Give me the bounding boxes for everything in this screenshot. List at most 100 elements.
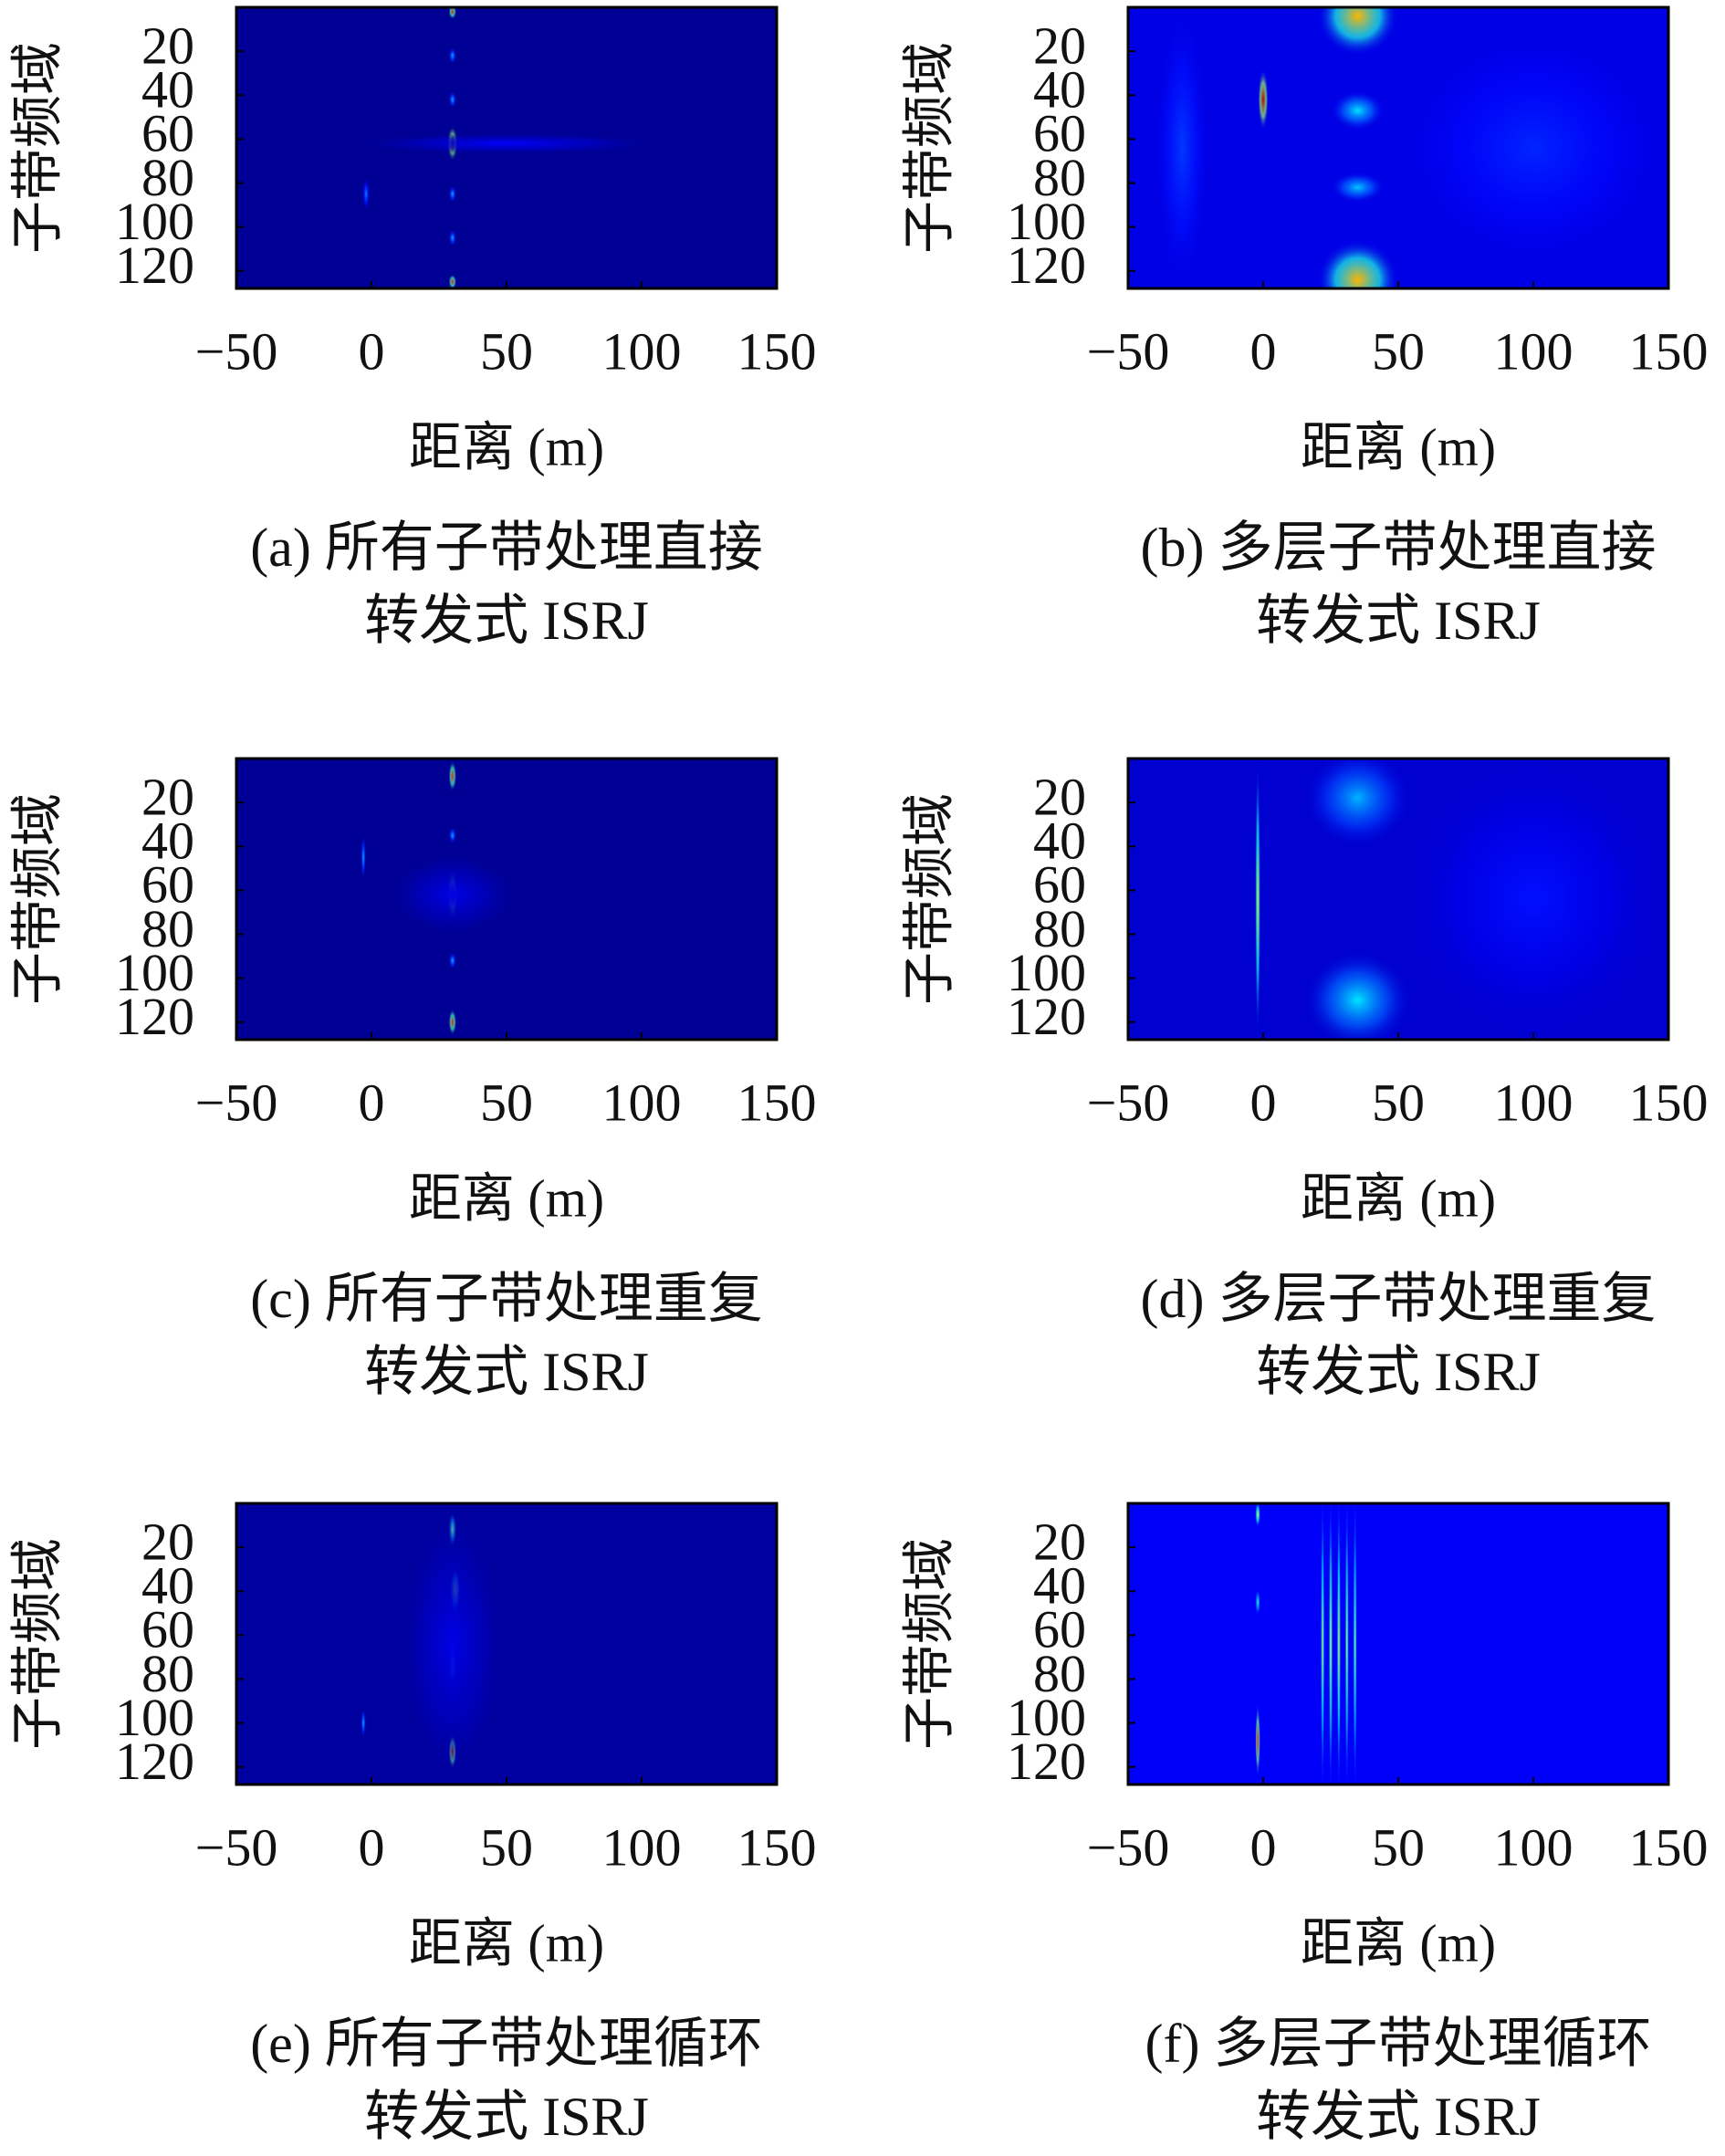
- heatmap-spot: [384, 851, 520, 939]
- heatmap-spot: [361, 832, 367, 882]
- heatmap-spot: [1320, 1503, 1325, 1784]
- heatmap: [1155, 7, 1668, 288]
- heatmap-spot: [448, 1009, 457, 1036]
- y-axis-label: 子带频域: [899, 1538, 958, 1750]
- x-tick-label: 50: [1372, 321, 1425, 381]
- y-tick-label: 120: [1007, 987, 1086, 1046]
- heatmap-spot: [1331, 90, 1385, 131]
- x-tick-label: −50: [1087, 1073, 1170, 1132]
- x-tick-label: 150: [1629, 1817, 1709, 1877]
- x-tick-label: −50: [1087, 321, 1170, 381]
- x-tick-label: −50: [1087, 1817, 1170, 1877]
- heatmap-spot: [344, 132, 669, 155]
- x-tick-label: 150: [737, 1817, 817, 1877]
- caption: (e) 所有子带处理循环: [250, 2014, 763, 2074]
- heatmap-spot: [1328, 1503, 1333, 1784]
- x-tick-label: 100: [602, 1073, 682, 1132]
- caption: (d) 多层子带处理重复: [1141, 1269, 1657, 1329]
- caption: 转发式 ISRJ: [364, 591, 649, 651]
- y-tick-label: 20: [1033, 767, 1086, 826]
- heatmap-spot: [1155, 7, 1209, 288]
- y-axis-label: 子带频域: [899, 42, 958, 254]
- y-tick-label: 100: [115, 943, 194, 1002]
- heatmap: [1255, 759, 1668, 1040]
- x-tick-label: −50: [195, 1073, 278, 1132]
- heatmap-spot: [1303, 950, 1412, 1040]
- y-tick-label: 80: [1033, 148, 1086, 207]
- y-tick-label: 60: [141, 855, 194, 915]
- heatmap-spot: [448, 90, 457, 109]
- y-axis-label: 子带频域: [7, 793, 67, 1005]
- x-tick-label: 100: [1494, 321, 1573, 381]
- x-tick-label: 50: [480, 321, 533, 381]
- x-axis-label: 距离 (m): [409, 1913, 604, 1973]
- caption: 转发式 ISRJ: [364, 1342, 649, 1402]
- y-tick-label: 20: [141, 767, 194, 826]
- heatmap-spot: [448, 7, 457, 20]
- y-tick-label: 60: [141, 1600, 194, 1659]
- x-tick-label: 0: [1250, 1073, 1277, 1132]
- x-tick-label: 50: [480, 1073, 533, 1132]
- y-tick-label: 80: [141, 1644, 194, 1703]
- heatmap-spot: [1255, 1503, 1261, 1528]
- x-tick-label: 150: [737, 321, 817, 381]
- x-axis-label: 距离 (m): [1301, 1913, 1496, 1973]
- heatmap-spot: [1344, 1503, 1349, 1784]
- y-tick-label: 100: [115, 1688, 194, 1747]
- x-tick-label: 150: [1629, 1073, 1709, 1132]
- heatmap-spot: [448, 229, 457, 247]
- heatmap-spot: [1258, 68, 1269, 131]
- y-axis-label: 子带频域: [7, 42, 67, 254]
- heatmap-spot: [1398, 26, 1668, 269]
- y-tick-label: 40: [141, 60, 194, 120]
- x-tick-label: 0: [1250, 321, 1277, 381]
- y-tick-label: 120: [1007, 235, 1086, 295]
- x-tick-label: 50: [1372, 1817, 1425, 1877]
- y-tick-label: 20: [1033, 16, 1086, 75]
- x-tick-label: 100: [1494, 1073, 1573, 1132]
- heatmap: [361, 760, 520, 1036]
- x-tick-label: 0: [1250, 1817, 1277, 1877]
- x-tick-label: 50: [480, 1817, 533, 1877]
- y-axis-label: 子带频域: [899, 793, 958, 1005]
- caption: 转发式 ISRJ: [1256, 1342, 1541, 1402]
- x-axis-label: 距离 (m): [1301, 417, 1496, 476]
- heatmap: [361, 1503, 507, 1784]
- heatmap-spot: [1398, 759, 1668, 1040]
- heatmap-background: [236, 1503, 777, 1784]
- y-tick-label: 80: [141, 899, 194, 958]
- x-tick-label: 100: [1494, 1817, 1573, 1877]
- heatmap-spot: [1255, 759, 1261, 1040]
- caption: 转发式 ISRJ: [364, 2087, 649, 2147]
- x-tick-label: 50: [1372, 1073, 1425, 1132]
- y-tick-label: 100: [115, 192, 194, 251]
- y-tick-label: 40: [1033, 811, 1086, 871]
- heatmap-spot: [448, 760, 457, 792]
- caption: (a) 所有子带处理直接: [250, 518, 763, 578]
- heatmap-spot: [1255, 1588, 1261, 1616]
- y-tick-label: 120: [115, 987, 194, 1046]
- heatmap-spot: [1331, 172, 1385, 204]
- heatmap-spot: [1317, 7, 1398, 56]
- caption: 转发式 ISRJ: [1256, 2087, 1541, 2147]
- heatmap-spot: [1336, 1503, 1342, 1784]
- heatmap-spot: [1353, 1503, 1357, 1784]
- y-tick-label: 40: [1033, 1556, 1086, 1616]
- y-tick-label: 40: [1033, 60, 1086, 120]
- heatmap: [344, 7, 669, 288]
- x-tick-label: 0: [359, 1073, 385, 1132]
- caption: (b) 多层子带处理直接: [1141, 518, 1657, 578]
- x-tick-label: 0: [359, 1817, 385, 1877]
- y-tick-label: 20: [141, 1512, 194, 1571]
- y-tick-label: 100: [1007, 192, 1086, 251]
- y-tick-label: 40: [141, 1556, 194, 1616]
- heatmap-spot: [1317, 240, 1398, 288]
- x-axis-label: 距离 (m): [1301, 1168, 1496, 1228]
- y-axis-label: 子带频域: [7, 1538, 67, 1750]
- heatmap-spot: [1303, 759, 1412, 848]
